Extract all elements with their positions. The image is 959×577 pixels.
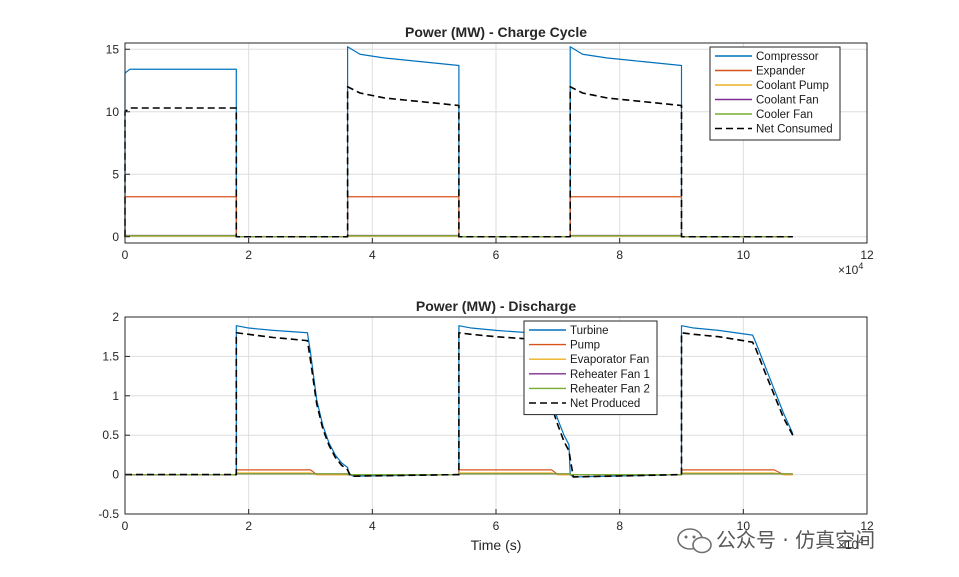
charge-x-tick-label: 8 — [616, 248, 623, 262]
discharge-legend: Turbine Pump Evaporator Fan Reheater Fan 1 R… — [523, 320, 658, 416]
chat-bubble-icon — [677, 528, 712, 554]
charge-cycle-ticks: 0 2 4 6 8 10 12 0 5 10 15 — [106, 42, 874, 262]
discharge-chart: 0 2 4 6 8 10 12-0.500.511.52 Power (MW) - Disc… — [98, 298, 874, 553]
discharge-legend-label: Net Produced — [570, 398, 640, 410]
charge-legend-label: Expander — [756, 66, 805, 78]
charge-x-tick-label: 0 — [122, 248, 129, 262]
discharge-legend-label: Evaporator Fan — [570, 354, 649, 366]
charge-cycle-x-exponent: ×104 — [838, 261, 863, 277]
charge-series-net-consumed — [124, 85, 793, 238]
discharge-x-tick-label: 0 — [122, 519, 129, 533]
charge-series-compressor — [124, 46, 793, 238]
discharge-y-tick-label: 1 — [112, 389, 119, 403]
charge-legend-label: Coolant Pump — [756, 80, 829, 92]
discharge-series-turbine — [125, 325, 794, 478]
discharge-legend-label: Pump — [570, 340, 600, 352]
discharge-legend-label: Turbine — [570, 325, 609, 337]
discharge-series — [125, 325, 794, 478]
charge-x-tick-label: 4 — [369, 248, 376, 262]
watermark: 公众号 · 仿真空间 — [677, 528, 875, 554]
charge-cycle-legend: Compressor Expander Coolant Pump Coolant Fa… — [709, 46, 841, 141]
charge-cycle-title: Power (MW) - Charge Cycle — [405, 24, 587, 40]
discharge-x-tick-label: 4 — [369, 519, 376, 533]
discharge-y-tick-label: 0 — [112, 468, 119, 482]
discharge-y-tick-label: -0.5 — [98, 507, 119, 521]
charge-legend-label: Coolant Fan — [756, 95, 819, 107]
charge-cycle-chart: 0 2 4 6 8 10 12 0 5 10 15 Power (MW) - Charge Cycl… — [106, 24, 874, 277]
charge-x-tick-label: 12 — [860, 248, 874, 262]
charge-legend-label: Cooler Fan — [756, 109, 813, 121]
discharge-x-tick-label: 8 — [616, 519, 623, 533]
discharge-ticks: 0 2 4 6 8 10 12-0.500.511.52 — [98, 310, 874, 533]
discharge-series-evaporator-fan — [125, 472, 793, 476]
charge-y-tick-label: 15 — [106, 42, 120, 56]
charge-x-tick-label: 2 — [245, 248, 252, 262]
discharge-title: Power (MW) - Discharge — [416, 298, 576, 314]
discharge-legend-label: Reheater Fan 2 — [570, 383, 650, 395]
discharge-x-tick-label: 10 — [737, 519, 751, 533]
discharge-x-exponent: ×104 — [838, 536, 863, 552]
charge-legend-label: Net Consumed — [756, 124, 833, 136]
watermark-text: 公众号 · 仿真空间 — [716, 528, 875, 552]
charge-y-tick-label: 0 — [112, 230, 119, 244]
discharge-y-tick-label: 1.5 — [102, 349, 119, 363]
charge-legend-box — [709, 46, 841, 141]
charge-y-tick-label: 10 — [106, 105, 120, 119]
charge-cycle-series — [124, 46, 793, 238]
charge-series-expander — [124, 196, 793, 238]
discharge-y-tick-label: 2 — [112, 310, 119, 324]
discharge-x-axis-label: Time (s) — [471, 537, 522, 553]
charge-legend-label: Compressor — [756, 51, 819, 63]
charge-y-tick-label: 5 — [112, 167, 119, 181]
discharge-series-net-produced — [125, 331, 794, 478]
charge-x-tick-label: 6 — [493, 248, 500, 262]
discharge-x-tick-label: 6 — [493, 519, 500, 533]
discharge-y-tick-label: 0.5 — [102, 428, 119, 442]
discharge-legend-label: Reheater Fan 1 — [570, 369, 650, 381]
discharge-x-tick-label: 2 — [245, 519, 252, 533]
discharge-x-tick-label: 12 — [860, 519, 874, 533]
charge-x-tick-label: 10 — [737, 248, 751, 262]
discharge-legend-box — [523, 320, 658, 416]
